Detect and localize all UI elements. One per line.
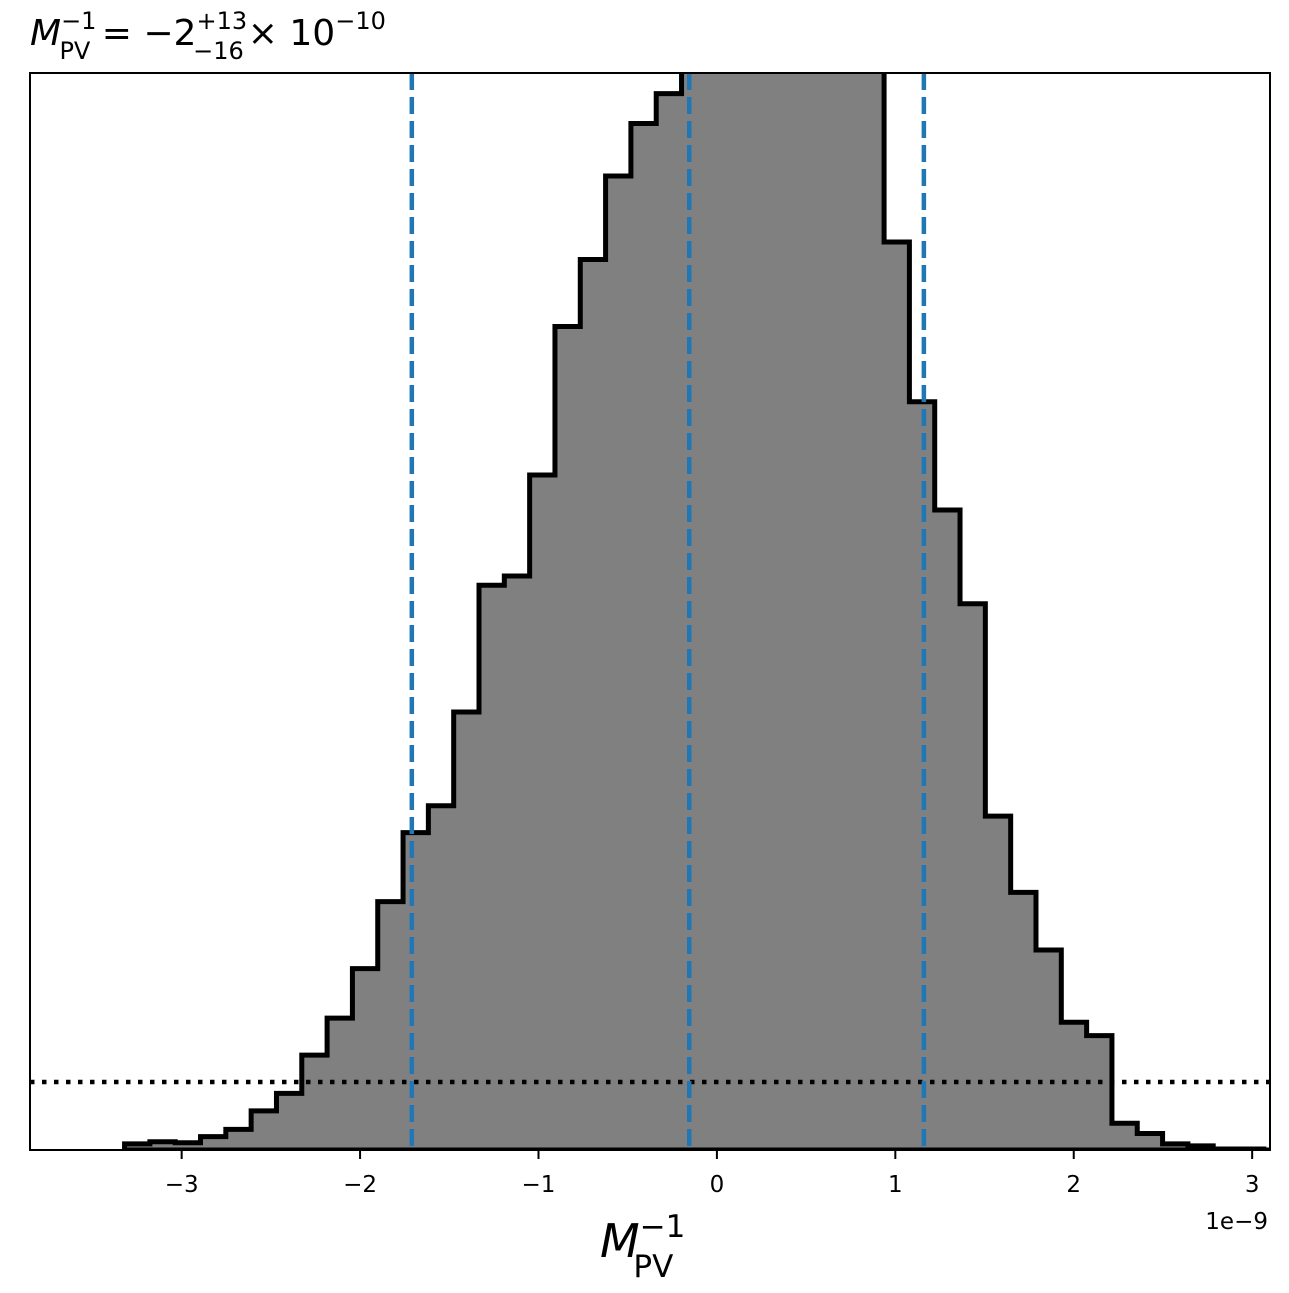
title-subscript: PV [59,37,90,65]
histogram-step-outline [122,73,1270,1150]
x-tick-label: 3 [1245,1172,1260,1198]
title-superscript: −1 [61,7,96,35]
chart-title: M−1 PV = −2+13 −16 × 10−10 [30,7,386,65]
title-upper-error: +13 [196,7,247,35]
x-tick-label: 1 [888,1172,903,1198]
x-axis-ticks: −3 −2 −1 0 1 2 3 [165,1150,1260,1198]
x-tick-label: −2 [343,1172,377,1198]
xlabel-superscript: −1 [640,1209,686,1245]
title-exponent: −10 [335,7,386,35]
axis-offset-text: 1e−9 [1205,1209,1268,1235]
x-tick-label: −3 [165,1172,199,1198]
histogram-fill [124,73,1270,1150]
xlabel-subscript: PV [633,1249,673,1285]
x-axis-label: M−1 PV [600,1209,685,1285]
xlabel-symbol: M [600,1214,640,1268]
x-tick-label: −1 [522,1172,556,1198]
plot-frame [29,72,1271,1151]
title-lower-error: −16 [193,37,244,65]
x-tick-label: 0 [710,1172,725,1198]
title-equals: = −2 [90,13,196,54]
x-tick-label: 2 [1066,1172,1081,1198]
title-symbol: M [30,13,61,54]
title-times: × 10 [248,13,335,54]
